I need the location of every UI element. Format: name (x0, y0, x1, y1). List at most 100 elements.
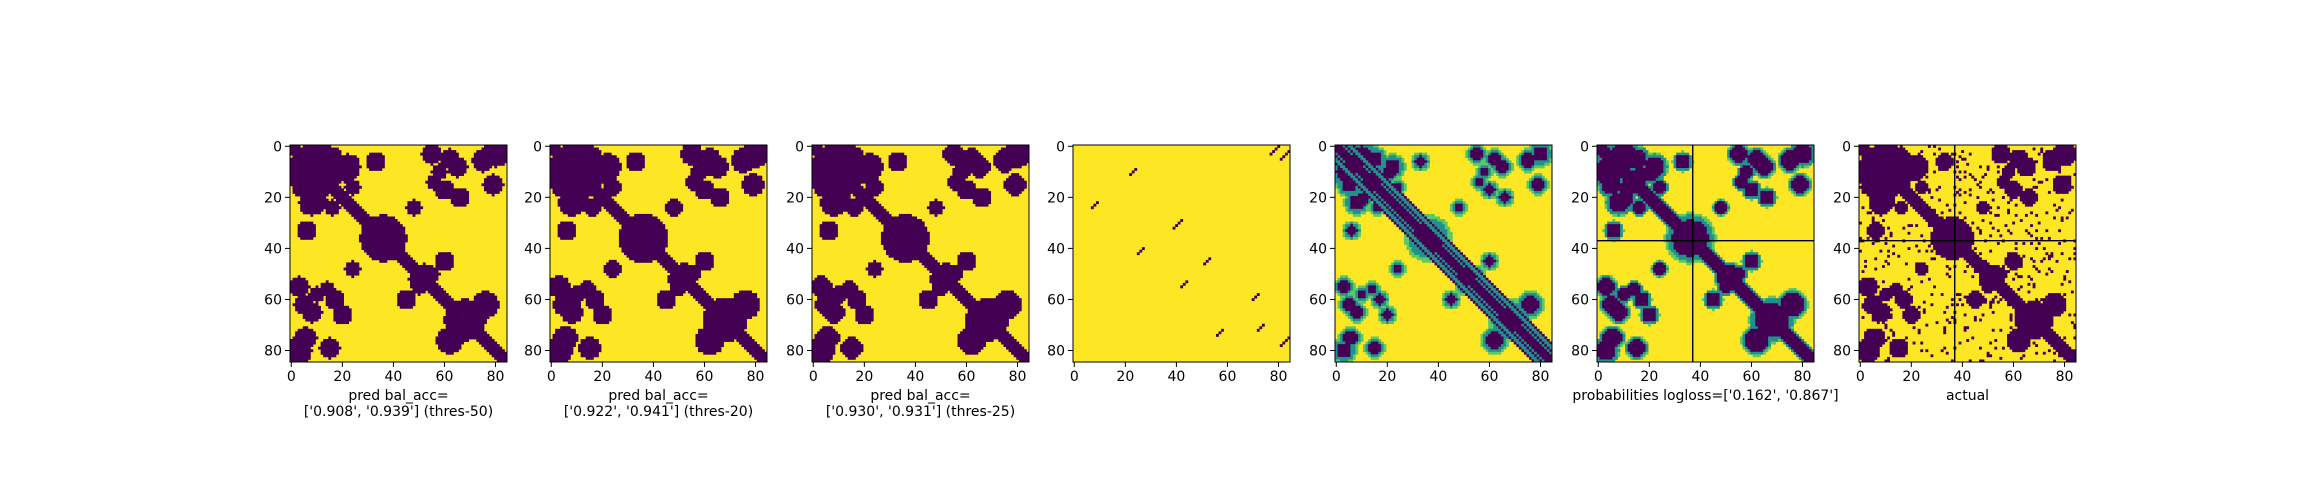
heatmap-cell (333, 313, 337, 317)
heatmap-cell (389, 221, 393, 225)
heatmap-cell (669, 267, 673, 271)
heatmap-cell (611, 206, 615, 210)
heatmap-cell (595, 150, 599, 154)
heatmap-cell (417, 264, 421, 268)
heatmap-cell (631, 155, 635, 159)
heatmap-cell (466, 190, 470, 194)
heatmap-cell (476, 333, 480, 337)
heatmap-cell (425, 152, 429, 156)
heatmap-cell (320, 167, 324, 171)
heatmap-cell (486, 190, 490, 194)
heatmap-cell (325, 147, 329, 151)
heatmap-cell (481, 155, 485, 159)
heatmap-cell (629, 244, 633, 248)
heatmap-cell (450, 305, 454, 309)
heatmap-cell (494, 305, 498, 309)
heatmap-cell (440, 303, 444, 307)
heatmap-cell (300, 290, 304, 294)
heatmap-cell (631, 242, 635, 245)
heatmap-cell (708, 318, 712, 322)
heatmap-cell (379, 247, 383, 251)
heatmap-cell (557, 175, 561, 179)
heatmap-cell (420, 280, 424, 284)
heatmap-cell (565, 173, 569, 176)
heatmap-cell (692, 185, 696, 189)
heatmap-cell (445, 252, 449, 256)
heatmap-cell (478, 341, 482, 345)
heatmap-cell (402, 252, 406, 256)
heatmap-cell (626, 224, 630, 228)
heatmap-cell (659, 293, 663, 296)
heatmap-cell (588, 152, 592, 156)
heatmap-cell (320, 157, 324, 161)
heatmap-cell (687, 157, 691, 161)
heatmap-cell (307, 203, 311, 207)
heatmap-cell (341, 308, 344, 312)
heatmap-cell (611, 275, 615, 279)
x-tick-label: 60 (436, 369, 454, 385)
heatmap-cell (613, 188, 617, 192)
heatmap-cell (489, 145, 493, 148)
heatmap-cell (629, 249, 633, 253)
heatmap-cell (473, 160, 477, 164)
heatmap-cell (302, 226, 306, 230)
heatmap-cell (397, 236, 401, 240)
heatmap-cell (455, 318, 459, 322)
heatmap-cell (300, 277, 304, 281)
heatmap-cell (578, 305, 581, 309)
heatmap-cell (657, 295, 661, 299)
heatmap-cell (402, 259, 406, 263)
heatmap-cell (715, 167, 719, 171)
heatmap-cell (603, 316, 607, 319)
heatmap-cell (338, 178, 342, 182)
heatmap-cell (636, 224, 640, 228)
heatmap-cell (705, 193, 709, 197)
heatmap-cell (713, 173, 717, 176)
heatmap-cell (744, 157, 747, 161)
heatmap-cell (369, 152, 373, 156)
heatmap-cell (672, 295, 676, 299)
heatmap-cell (611, 208, 615, 212)
heatmap-cell (567, 162, 571, 166)
heatmap-cell (318, 175, 321, 179)
heatmap-cell (346, 267, 350, 271)
heatmap-cell (318, 150, 321, 154)
heatmap-cell (613, 275, 617, 279)
heatmap-cell (588, 213, 592, 217)
heatmap-cell (348, 198, 352, 202)
heatmap-cell (318, 180, 321, 184)
heatmap-cell (657, 303, 661, 307)
heatmap-cell (560, 185, 564, 189)
heatmap-cell (399, 293, 403, 296)
heatmap-cell (629, 224, 633, 228)
heatmap-cell (356, 208, 360, 212)
heatmap-cell (578, 300, 581, 304)
heatmap-cell (346, 185, 350, 189)
heatmap-cell (588, 162, 592, 166)
heatmap-cell (305, 180, 309, 184)
heatmap-cell (312, 201, 316, 205)
heatmap-cell (302, 339, 306, 342)
heatmap-cell (318, 155, 321, 159)
heatmap-cell (461, 157, 464, 161)
heatmap-cell (616, 216, 620, 220)
heatmap-cell (749, 147, 753, 151)
heatmap-cell (680, 262, 684, 266)
heatmap-cell (468, 321, 472, 325)
heatmap-cell (466, 303, 470, 307)
heatmap-cell (387, 231, 390, 235)
heatmap-cell (325, 280, 329, 284)
heatmap-cell (302, 152, 306, 156)
heatmap-cell (315, 145, 319, 148)
heatmap-cell (387, 257, 390, 261)
heatmap-cell (698, 180, 701, 184)
heatmap-cell (685, 150, 689, 154)
heatmap-cell (611, 173, 615, 176)
heatmap-cell (432, 272, 436, 276)
heatmap-cell (710, 254, 714, 258)
heatmap-cell (346, 272, 350, 276)
heatmap-cell (700, 193, 704, 197)
heatmap-cell (669, 206, 673, 210)
heatmap-cell (572, 157, 576, 161)
heatmap-cell (305, 349, 309, 353)
